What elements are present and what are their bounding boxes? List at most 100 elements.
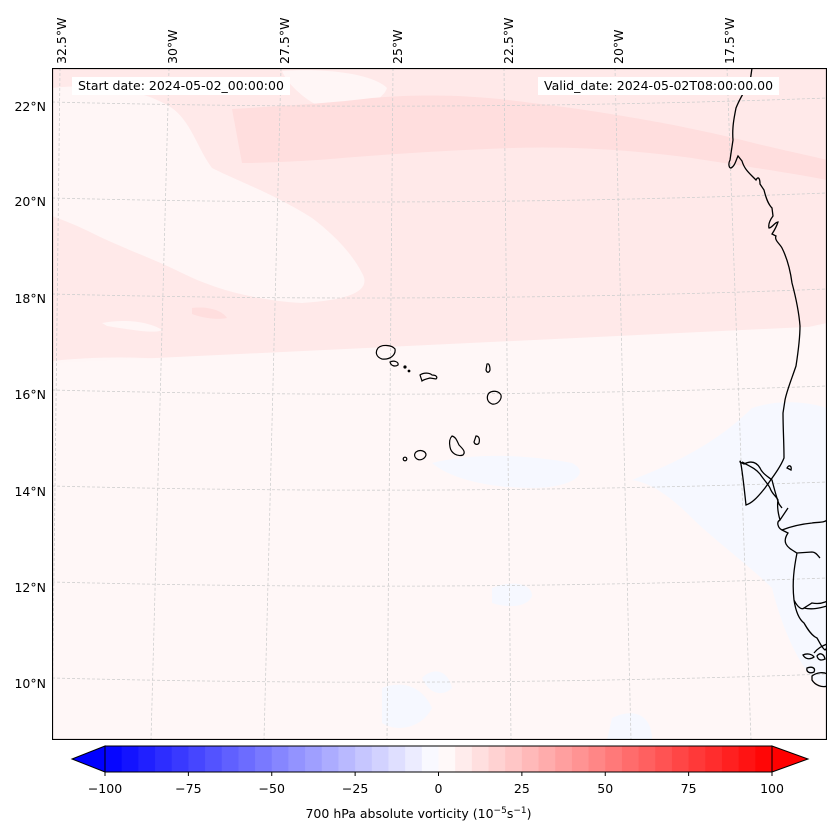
island-fogo: [414, 449, 427, 461]
lat-label: 12°N: [14, 580, 46, 595]
colorbar-bin: [605, 746, 623, 772]
map-panel: [52, 68, 827, 740]
colorbar-bin: [188, 746, 206, 772]
colorbar-tick-label: −75: [175, 781, 202, 796]
colorbar-tick-label: −100: [87, 781, 123, 796]
parallel: [52, 673, 827, 683]
parallel: [52, 288, 827, 299]
colorbar-extend-min: [70, 745, 106, 773]
colorbar-bin: [105, 746, 123, 772]
colorbar-tick-label: −50: [258, 781, 285, 796]
colorbar-tick-label: −25: [341, 781, 369, 796]
colorbar-bin: [405, 746, 423, 772]
coastline-gambia-river: [781, 519, 827, 531]
colorbar-bin: [121, 746, 139, 772]
lon-label: 27.5°W: [277, 17, 292, 64]
map-frame: [52, 68, 827, 740]
colorbar-label-close: ): [526, 806, 532, 822]
colorbar-bin: [255, 746, 273, 772]
start-date-label: Start date: 2024-05-02_00:00:00: [72, 77, 290, 95]
island-maio: [473, 435, 480, 445]
colorbar-bin: [688, 746, 706, 772]
meridian: [726, 68, 752, 740]
coastline-senegal-gambia: [741, 461, 827, 651]
island-sal: [485, 363, 491, 373]
field-region-small-streak: [192, 307, 227, 319]
colorbar-bin: [388, 746, 406, 772]
lon-label: 22.5°W: [501, 17, 516, 64]
colorbar-bin: [638, 746, 656, 772]
colorbar-bin: [621, 746, 640, 772]
colorbar: [70, 745, 810, 776]
colorbar-bin: [371, 746, 389, 772]
meridian: [503, 68, 512, 740]
parallel: [52, 385, 827, 395]
parallel: [52, 577, 827, 587]
island-bijagos: [806, 666, 816, 674]
island-brava: [402, 456, 408, 462]
field-region-light-patch: [102, 320, 162, 332]
colorbar-bin: [205, 746, 223, 772]
field-region-south-light: [52, 326, 827, 740]
lon-label: 32.5°W: [54, 17, 69, 64]
african-coastline: [728, 68, 827, 688]
colorbar-bin: [538, 746, 556, 772]
colorbar-label-text: 700 hPa absolute vorticity (10: [305, 806, 494, 822]
colorbar-bin: [338, 746, 356, 772]
lat-label: 14°N: [14, 484, 46, 499]
colorbar-bin: [588, 746, 606, 772]
colorbar-extend-max: [771, 745, 810, 773]
colorbar-label-unit: s: [506, 806, 514, 822]
lat-label: 18°N: [14, 291, 46, 306]
field-region-negative-patch: [632, 402, 827, 688]
colorbar-tick-label: 75: [680, 781, 697, 796]
meridian: [263, 68, 282, 740]
colorbar-bin: [555, 746, 573, 772]
colorbar-bin: [238, 746, 256, 772]
colorbar-bin: [488, 746, 506, 772]
lat-label: 22°N: [14, 99, 46, 114]
colorbar-label: 700 hPa absolute vorticity (10−5s−1): [0, 806, 837, 821]
cape-verde-islands: [375, 344, 502, 462]
field-region-light-patch: [52, 86, 365, 304]
colorbar-ticks: [104, 772, 773, 776]
island-sao-vicente: [389, 360, 399, 367]
colorbar-bin: [221, 746, 239, 772]
island-near-dakar: [786, 465, 792, 471]
parallel: [52, 97, 827, 107]
lon-label: 30°W: [165, 29, 180, 64]
colorbar-bin: [305, 746, 323, 772]
lon-label: 20°W: [611, 29, 626, 64]
colorbar-label-exponent: −1: [513, 806, 527, 816]
island-sao-nicolau: [419, 372, 438, 383]
colorbar-bin: [721, 746, 740, 772]
coastline-guinea-bissau: [813, 643, 827, 654]
field-region-negative-patch: [382, 684, 432, 728]
gridlines: [52, 68, 827, 740]
colorbar-tick-label: 100: [760, 781, 784, 796]
colorbar-bin: [271, 746, 289, 772]
colorbar-bin: [355, 746, 373, 772]
vorticity-map: [52, 68, 827, 740]
parallel: [52, 192, 827, 203]
island-santo-antao: [375, 344, 396, 360]
colorbar-tick-label: 0: [434, 781, 443, 796]
lon-label: 25°W: [390, 29, 405, 64]
island-santa-luzia: [403, 365, 407, 369]
meridian: [614, 68, 632, 740]
coastline-mainland: [728, 68, 801, 509]
field-region-negative-patch: [607, 713, 652, 740]
colorbar-bin: [705, 746, 723, 772]
parallel: [52, 481, 827, 491]
colorbar-bin: [438, 746, 456, 772]
island-boa-vista: [486, 390, 502, 405]
colorbar-bin: [171, 746, 189, 772]
colorbar-bin: [571, 746, 590, 772]
lat-label: 20°N: [14, 194, 46, 209]
lon-label: 17.5°W: [722, 17, 737, 64]
colorbar-tick-label: 50: [597, 781, 614, 796]
colorbar-bin: [288, 746, 306, 772]
colorbar-tick-label: 25: [513, 781, 530, 796]
island-bijagos: [816, 653, 826, 661]
colorbar-label-exponent: −5: [493, 806, 507, 816]
